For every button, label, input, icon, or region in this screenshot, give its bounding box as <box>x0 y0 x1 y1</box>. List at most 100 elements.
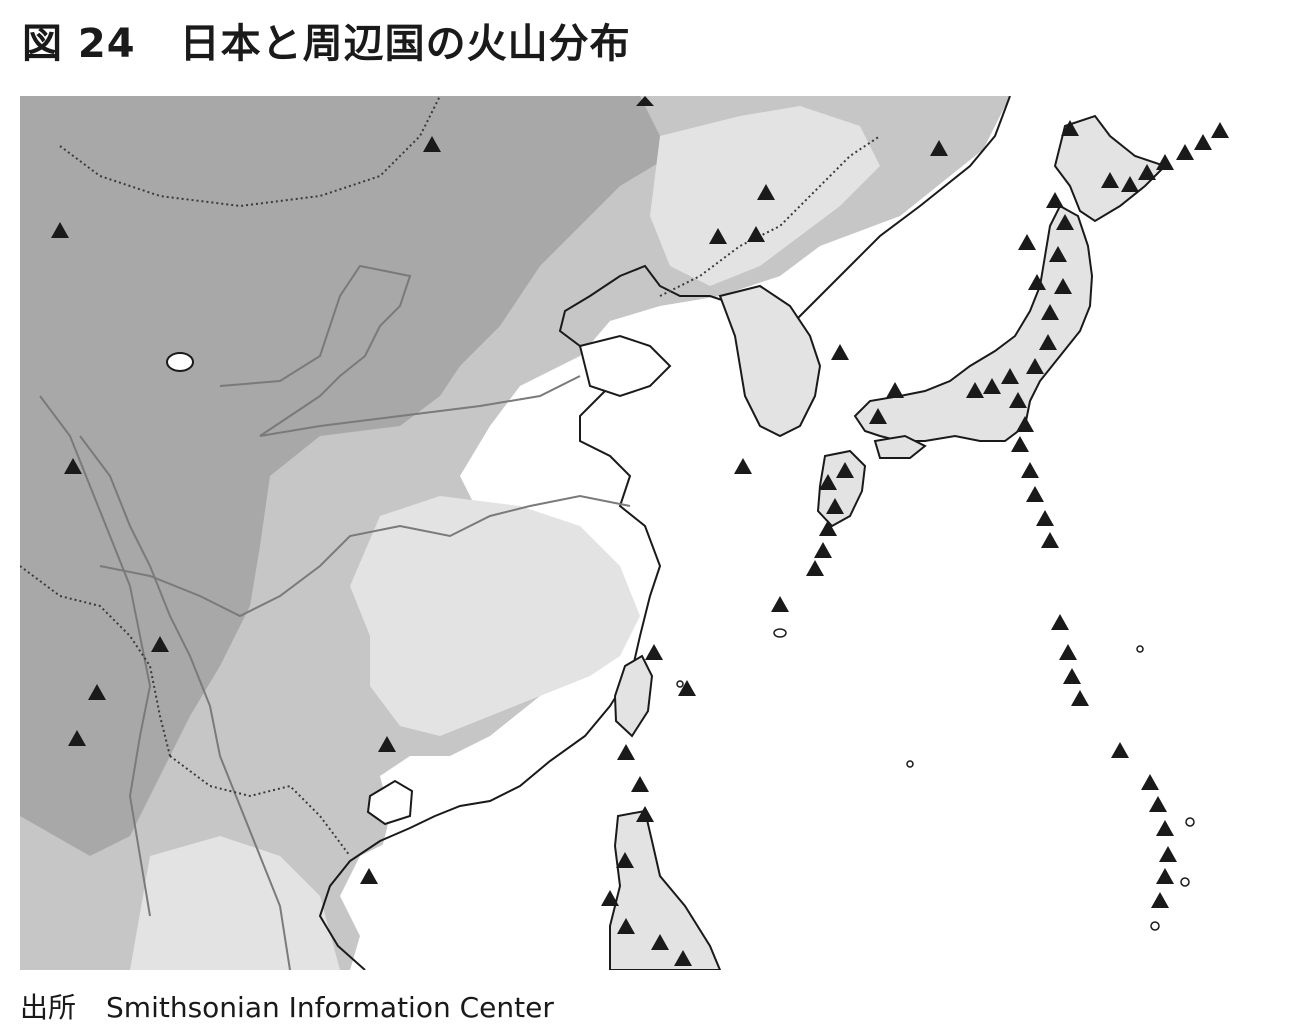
volcano-marker <box>886 382 904 398</box>
volcano-marker <box>771 596 789 612</box>
terrain-highland <box>20 96 670 856</box>
volcano-marker <box>678 680 696 696</box>
volcano-marker <box>51 222 69 238</box>
volcano-marker <box>1111 742 1129 758</box>
volcano-marker <box>930 140 948 156</box>
volcano-marker <box>617 918 635 934</box>
sea-area <box>340 96 1230 970</box>
figure-label: 図 24 <box>22 21 136 67</box>
islet <box>1185 817 1195 827</box>
volcano-marker <box>631 776 649 792</box>
volcano-marker <box>1176 144 1194 160</box>
volcano-marker <box>747 226 765 242</box>
source-note: 出所 Smithsonian Information Center <box>20 988 554 1028</box>
volcano-marker <box>983 378 1001 394</box>
taiwan-island <box>613 654 654 738</box>
volcano-markers <box>51 96 1229 966</box>
volcano-marker <box>151 636 169 652</box>
volcano-marker <box>1071 690 1089 706</box>
volcano-marker <box>831 344 849 360</box>
volcano-marker <box>1041 532 1059 548</box>
volcano-marker <box>1156 820 1174 836</box>
volcano-marker <box>1159 846 1177 862</box>
volcano-marker <box>617 744 635 760</box>
volcano-marker <box>1059 644 1077 660</box>
volcano-marker <box>1028 274 1046 290</box>
volcano-marker <box>1016 416 1034 432</box>
volcano-marker <box>734 458 752 474</box>
volcano-marker <box>819 520 837 536</box>
volcano-marker <box>1049 246 1067 262</box>
volcano-marker <box>1039 334 1057 350</box>
lake-qinghai <box>166 352 194 372</box>
volcano-marker <box>64 458 82 474</box>
volcano-marker <box>1121 176 1139 192</box>
volcano-marker <box>826 498 844 514</box>
volcano-marker <box>1054 278 1072 294</box>
philippines-luzon <box>609 809 722 970</box>
islet <box>1150 921 1160 931</box>
islet <box>906 760 914 768</box>
volcano-marker <box>636 96 654 106</box>
volcano-marker <box>1194 134 1212 150</box>
volcano-marker <box>68 730 86 746</box>
volcano-marker <box>806 560 824 576</box>
river-yellow <box>219 264 581 437</box>
volcano-marker <box>1041 304 1059 320</box>
volcano-marker <box>1101 172 1119 188</box>
islet <box>676 680 684 688</box>
volcano-marker <box>1063 668 1081 684</box>
japan-kyushu <box>816 449 867 528</box>
volcano-marker <box>1056 214 1074 230</box>
source-label: 出所 <box>20 991 77 1024</box>
volcano-marker <box>616 852 634 868</box>
volcano-map <box>20 96 1230 970</box>
river-mekong <box>79 435 291 970</box>
volcano-marker <box>819 474 837 490</box>
shandong-peninsula <box>578 334 672 398</box>
volcano-marker <box>836 462 854 478</box>
volcano-marker <box>1026 486 1044 502</box>
volcano-marker <box>1156 154 1174 170</box>
volcano-marker <box>966 382 984 398</box>
volcano-marker <box>1156 868 1174 884</box>
volcano-marker <box>601 890 619 906</box>
volcano-marker <box>1026 358 1044 374</box>
volcano-marker <box>636 806 654 822</box>
volcano-marker <box>1009 392 1027 408</box>
volcano-marker <box>1151 892 1169 908</box>
border-vietnam <box>169 755 351 857</box>
source-text: Smithsonian Information Center <box>106 991 554 1024</box>
volcano-marker <box>1036 510 1054 526</box>
volcano-marker <box>1051 614 1069 630</box>
volcano-marker <box>757 184 775 200</box>
volcano-marker <box>674 950 692 966</box>
korea-peninsula <box>718 284 822 438</box>
volcano-marker <box>1141 774 1159 790</box>
volcano-marker <box>645 644 663 660</box>
volcano-marker <box>1211 122 1229 138</box>
volcano-marker <box>1149 796 1167 812</box>
map-canvas <box>20 96 1230 970</box>
volcano-marker <box>1018 234 1036 250</box>
volcano-marker <box>814 542 832 558</box>
volcano-marker <box>1011 436 1029 452</box>
volcano-marker <box>423 136 441 152</box>
river-salween <box>39 395 152 917</box>
river-yangtze <box>99 494 631 618</box>
islet <box>1136 645 1144 653</box>
volcano-marker <box>378 736 396 752</box>
hainan-island <box>366 779 414 826</box>
volcano-marker <box>869 408 887 424</box>
volcano-marker <box>709 228 727 244</box>
japan-hokkaido <box>1053 114 1167 223</box>
islet <box>1180 877 1190 887</box>
volcano-marker <box>88 684 106 700</box>
terrain-hills-southeast <box>350 496 640 736</box>
volcano-marker <box>360 868 378 884</box>
islet <box>773 628 787 638</box>
figure-title: 図 24 日本と周辺国の火山分布 <box>22 14 631 74</box>
volcano-marker <box>1138 164 1156 180</box>
figure-title-text: 日本と周辺国の火山分布 <box>179 21 631 67</box>
japan-shikoku <box>873 434 927 459</box>
